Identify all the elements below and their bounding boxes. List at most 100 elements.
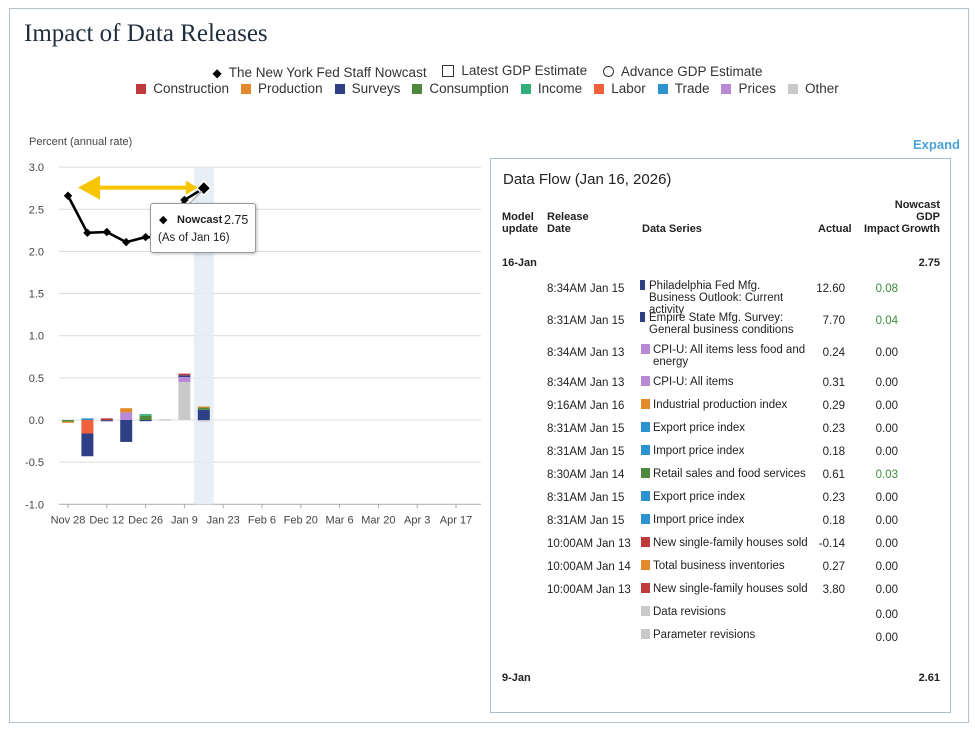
- release-date: 10:00AM Jan 13: [547, 538, 631, 550]
- legend-label: Consumption: [429, 81, 509, 96]
- legend-labor[interactable]: Labor: [594, 81, 646, 96]
- legend-other[interactable]: Other: [788, 81, 839, 96]
- series-name: CPI-U: All items: [653, 376, 734, 388]
- y-tick-label: 0.0: [29, 415, 44, 427]
- page-title: Impact of Data Releases: [24, 20, 268, 47]
- impact-value: 0.00: [875, 609, 898, 621]
- series-color-swatch: [641, 376, 650, 386]
- nowcast-point: [63, 191, 73, 200]
- expand-button[interactable]: Expand: [913, 137, 960, 152]
- data-series: Export price index: [641, 422, 813, 434]
- impact-value: 0.08: [875, 283, 898, 295]
- nowcast-point: [122, 237, 131, 247]
- legend-surveys[interactable]: Surveys: [334, 81, 400, 96]
- legend-categories: Construction Production Surveys Consumption…: [0, 81, 975, 97]
- release-date: 8:30AM Jan 14: [547, 469, 625, 481]
- data-series: Empire State Mfg. Survey: General busine…: [640, 312, 809, 336]
- nowcast-point: [180, 195, 189, 205]
- release-date: 8:34AM Jan 13: [547, 377, 625, 389]
- y-tick-label: 3.0: [29, 162, 44, 174]
- bar-segment-production: [120, 408, 133, 413]
- impact-value: 0.00: [875, 632, 898, 644]
- actual-value: 0.23: [822, 492, 845, 504]
- data-flow-panel: Data Flow (Jan 16, 2026) Model update Rel…: [490, 158, 951, 713]
- release-date: 8:34AM Jan 15: [547, 283, 625, 295]
- header-nowcast: Nowcast GDP Growth: [894, 199, 940, 235]
- bar-segment-consumption: [62, 420, 74, 422]
- actual-value: 0.18: [822, 446, 845, 458]
- series-color-swatch: [641, 606, 650, 616]
- bar-segment-other: [178, 382, 191, 420]
- impact-value: 0.00: [875, 492, 898, 504]
- x-tick-label: Jan 9: [171, 514, 198, 526]
- series-color-swatch: [641, 491, 650, 501]
- data-series: Industrial production index: [641, 399, 813, 411]
- data-series: New single-family houses sold: [641, 583, 813, 595]
- release-date: 10:00AM Jan 14: [547, 561, 631, 573]
- legend-prices[interactable]: Prices: [721, 81, 776, 96]
- impact-value: 0.00: [875, 377, 898, 389]
- impact-value: 0.00: [875, 347, 898, 359]
- legend-consumption[interactable]: Consumption: [412, 81, 509, 96]
- bar-segment-income: [139, 414, 152, 416]
- legend-nowcast[interactable]: ◆ The New York Fed Staff Nowcast: [212, 65, 426, 80]
- impact-value: 0.00: [875, 561, 898, 573]
- yellow-arrow-annotation: [78, 175, 198, 200]
- header-data-series: Data Series: [642, 223, 702, 235]
- bar-segment-consumption: [197, 407, 210, 410]
- panel-title: Data Flow (Jan 16, 2026): [503, 171, 672, 188]
- legend-trade[interactable]: Trade: [657, 81, 710, 96]
- header-actual: Actual: [818, 223, 852, 235]
- series-color-swatch: [640, 312, 645, 322]
- bar-segment-construction: [178, 373, 191, 376]
- header-impact: Impact: [864, 223, 900, 235]
- bar-segment-consumption: [139, 415, 152, 420]
- bar-segment-trade: [81, 418, 94, 420]
- release-date: 8:34AM Jan 13: [547, 347, 625, 359]
- actual-value: 0.29: [822, 400, 845, 412]
- bar-segment-labor: [81, 420, 94, 434]
- x-tick-label: Feb 6: [248, 514, 276, 526]
- release-date: 9:16AM Jan 16: [547, 400, 625, 412]
- actual-value: 0.27: [822, 561, 845, 573]
- x-tick-label: Dec 12: [89, 514, 124, 526]
- legend-label: Prices: [738, 81, 776, 96]
- header-release-date: Release Date: [547, 211, 589, 235]
- impact-value: 0.04: [875, 315, 898, 327]
- legend-advance-gdp[interactable]: Advance GDP Estimate: [602, 64, 763, 79]
- legend-swatch: [412, 83, 423, 94]
- legend-label: Trade: [674, 81, 710, 96]
- series-color-swatch: [641, 445, 650, 455]
- data-series: Retail sales and food services: [641, 468, 813, 480]
- impact-value: 0.00: [875, 584, 898, 596]
- bar-segment-prices: [120, 412, 133, 420]
- data-series: Export price index: [641, 491, 813, 503]
- footer-group-value: 2.61: [918, 672, 940, 684]
- series-name: Total business inventories: [653, 560, 785, 572]
- release-date: 8:31AM Jan 15: [547, 492, 625, 504]
- x-tick-label: Apr 3: [404, 514, 430, 526]
- bar-segment-surveys: [139, 420, 152, 422]
- x-tick-label: Feb 20: [284, 514, 318, 526]
- series-name: Philadelphia Fed Mfg. Business Outlook: …: [649, 280, 784, 316]
- y-tick-label: 1.0: [29, 331, 44, 343]
- legend-production[interactable]: Production: [241, 81, 323, 96]
- series-name: Data revisions: [653, 606, 726, 618]
- y-axis-label: Percent (annual rate): [29, 136, 133, 148]
- legend-construction[interactable]: Construction: [136, 81, 229, 96]
- footer-group-label: 9-Jan: [502, 672, 531, 684]
- legend-swatch: [721, 83, 732, 94]
- x-tick-label: Jan 23: [207, 514, 240, 526]
- legend-swatch: [657, 83, 668, 94]
- legend-latest-gdp[interactable]: Latest GDP Estimate: [442, 63, 587, 78]
- series-name: Import price index: [653, 514, 745, 526]
- bar-segment-construction: [100, 418, 113, 420]
- group-value: 2.75: [918, 257, 940, 269]
- legend-income[interactable]: Income: [520, 81, 582, 96]
- figure-frame: [9, 8, 969, 723]
- actual-value: 0.61: [822, 469, 845, 481]
- series-color-swatch: [641, 514, 650, 524]
- series-color-swatch: [641, 399, 650, 409]
- data-series: New single-family houses sold: [641, 537, 813, 549]
- release-date: 8:31AM Jan 15: [547, 315, 625, 327]
